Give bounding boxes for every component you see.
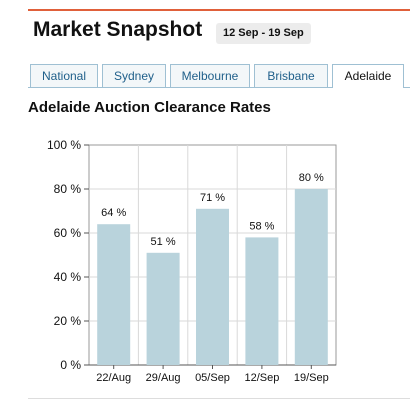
page-title: Market Snapshot (33, 18, 203, 41)
tab-national[interactable]: National (30, 64, 98, 87)
bar (245, 237, 279, 365)
bar (97, 224, 131, 365)
header-accent-rule (28, 9, 410, 11)
data-label: 80 % (299, 172, 324, 184)
tab-melbourne[interactable]: Melbourne (170, 64, 250, 87)
bar (196, 208, 229, 365)
tab-adelaide[interactable]: Adelaide (332, 64, 404, 88)
data-label: 51 % (151, 236, 176, 248)
city-tabs: National Sydney Melbourne Brisbane Adela… (28, 64, 410, 88)
data-label: 58 % (249, 220, 274, 232)
tabs-baseline (28, 87, 410, 88)
date-range-badge: 12 Sep - 19 Sep (216, 23, 311, 44)
bottom-divider (28, 398, 410, 399)
chart-title: Adelaide Auction Clearance Rates (28, 99, 271, 116)
y-tick-label: 60 % (54, 226, 82, 240)
tab-sydney[interactable]: Sydney (102, 64, 166, 87)
data-label: 64 % (101, 207, 126, 219)
y-tick-label: 100 % (47, 138, 81, 152)
tab-brisbane[interactable]: Brisbane (254, 64, 328, 87)
x-tick-label: 12/Sep (244, 372, 279, 384)
clearance-rate-chart: 0 % 20 % 40 % 60 % 80 % 100 % 64 % 22/Aug 51 % 29… (47, 138, 337, 384)
y-tick-label: 80 % (54, 182, 82, 196)
bar (294, 189, 328, 365)
y-tick-label: 40 % (54, 270, 82, 284)
x-tick-label: 22/Aug (96, 372, 131, 384)
x-tick-label: 05/Sep (195, 372, 230, 384)
data-label: 71 % (200, 192, 225, 204)
y-tick-label: 0 % (60, 358, 81, 372)
y-tick-label: 20 % (54, 314, 82, 328)
bar (146, 252, 180, 365)
x-tick-label: 19/Sep (294, 372, 329, 384)
x-tick-label: 29/Aug (146, 372, 181, 384)
